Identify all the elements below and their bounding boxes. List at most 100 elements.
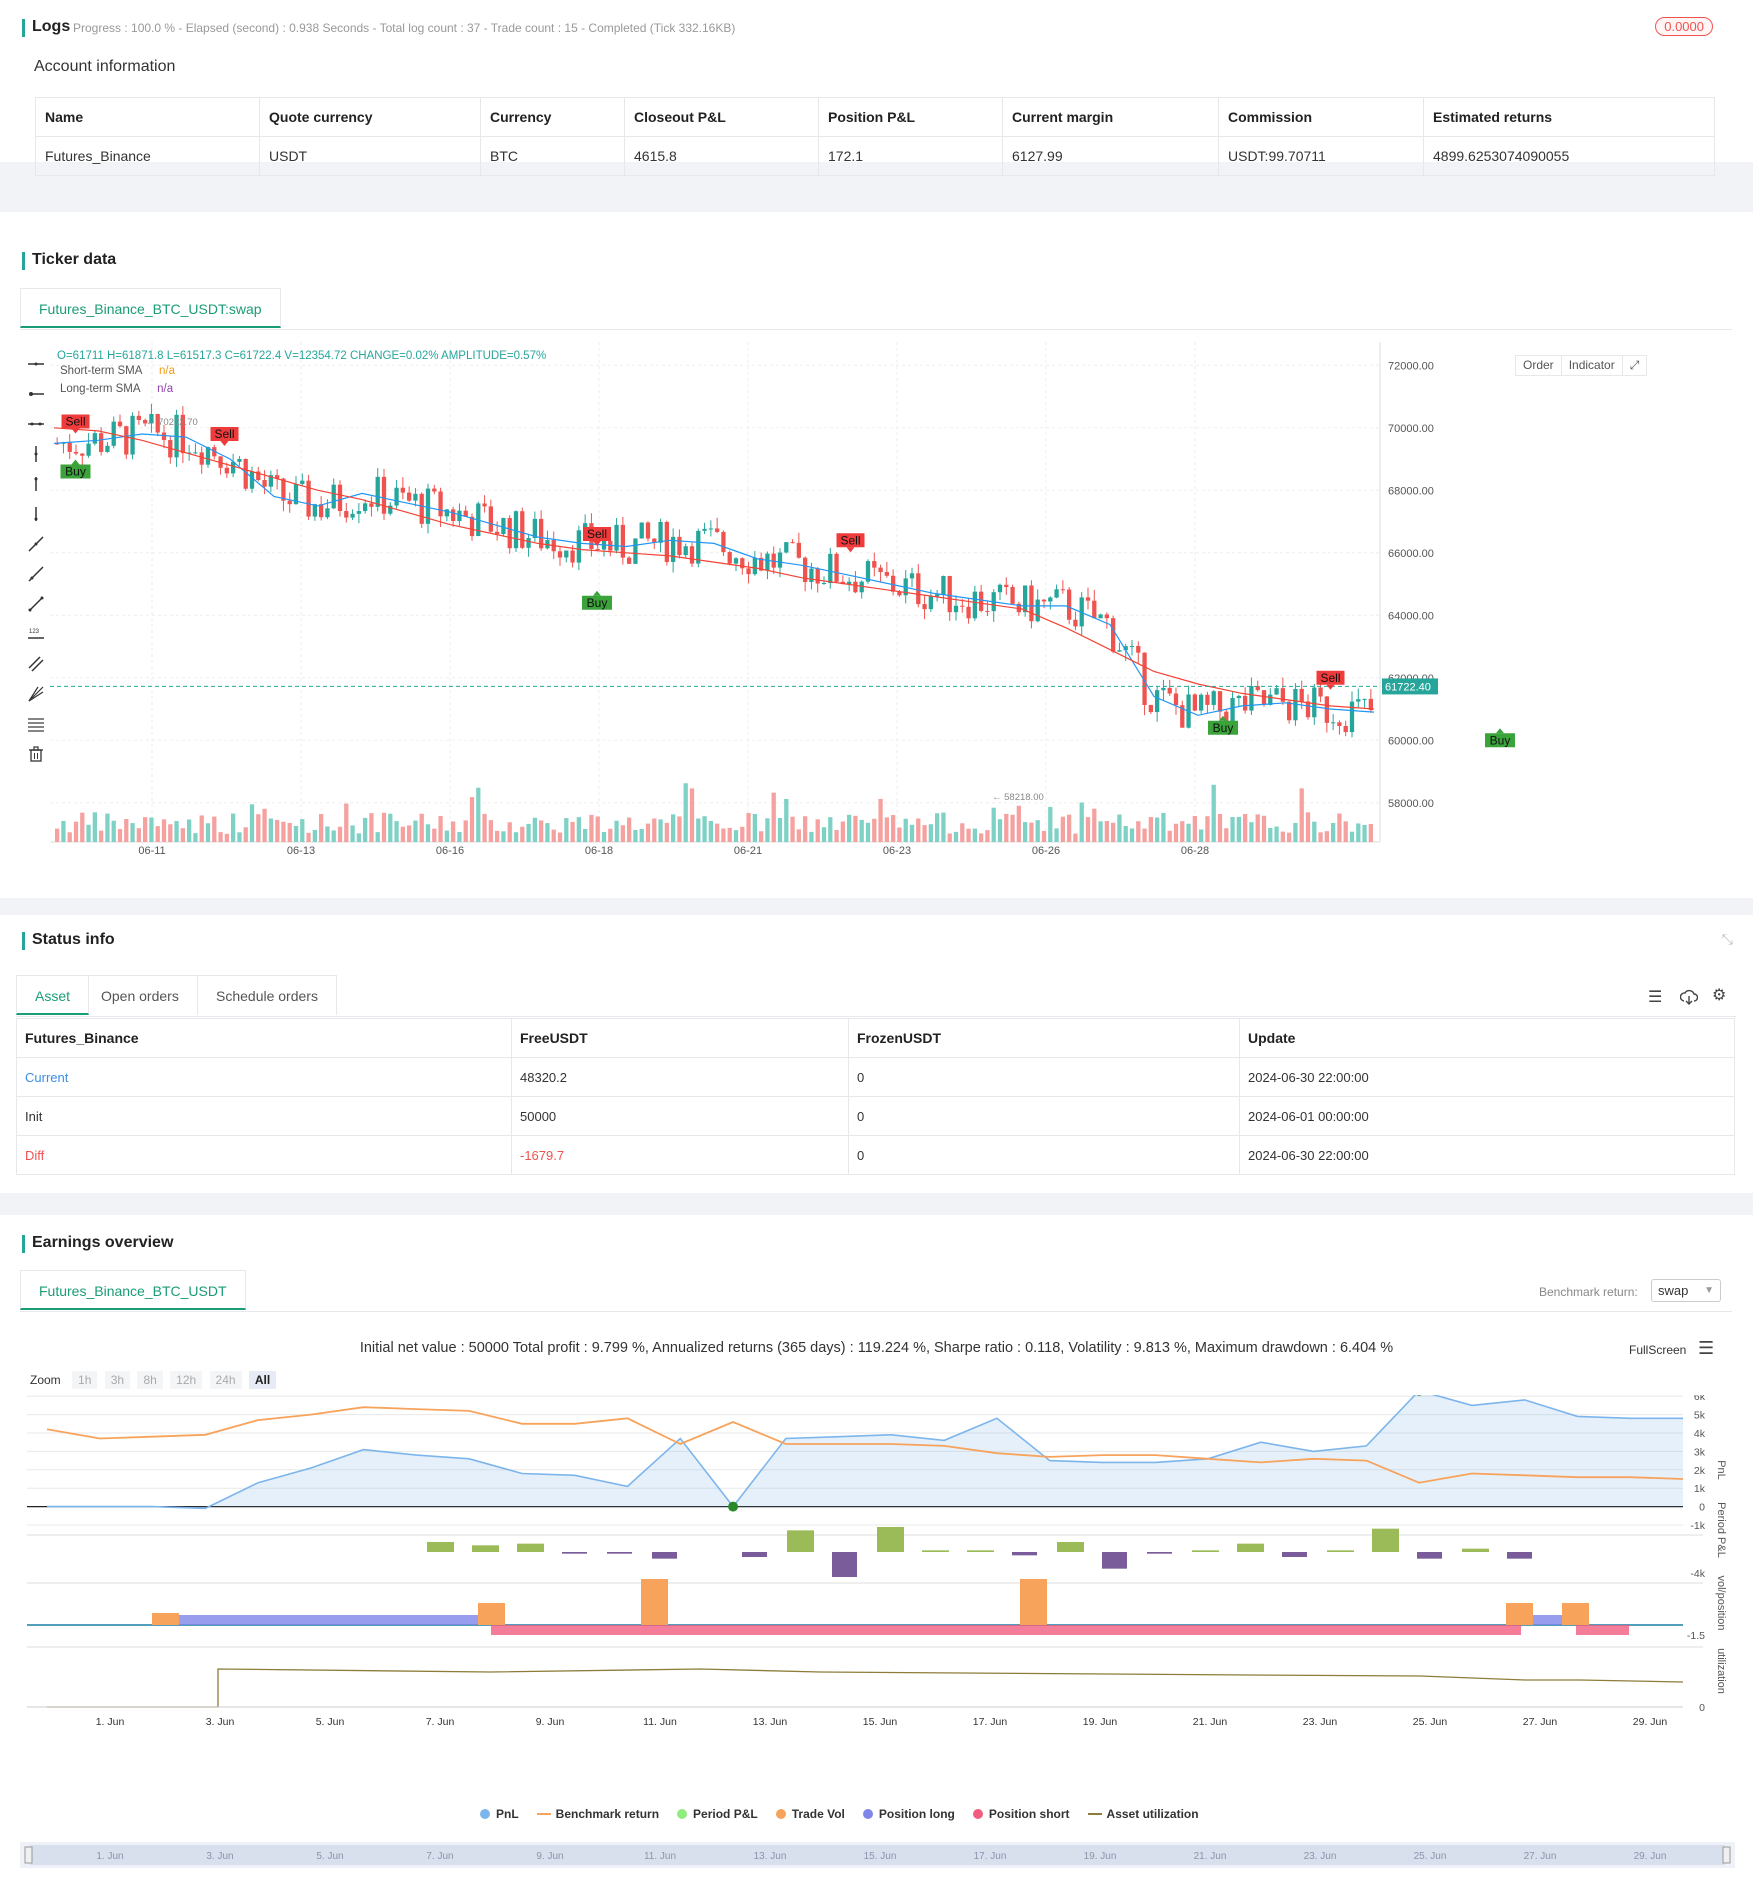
tab-asset[interactable]: Asset: [16, 975, 90, 1015]
volume-bar: [337, 826, 343, 842]
benchmark-select[interactable]: swap ▼: [1651, 1279, 1721, 1302]
expand-icon[interactable]: ⤢: [1629, 358, 1640, 372]
legend-asset-utilization[interactable]: Asset utilization: [1087, 1807, 1199, 1821]
y-tick-label: 60000.00: [1388, 735, 1434, 747]
volume-bar: [1142, 828, 1147, 842]
fullscreen-button[interactable]: FullScreen: [1629, 1343, 1687, 1357]
volume-bar: [601, 831, 607, 842]
candle: [149, 413, 154, 424]
legend-benchmark[interactable]: Benchmark return: [536, 1807, 659, 1821]
legend-position-short[interactable]: Position short: [972, 1807, 1070, 1821]
candle: [105, 445, 110, 452]
candle: [1004, 584, 1009, 588]
volume-bar: [583, 828, 588, 842]
trash-icon[interactable]: [28, 746, 44, 762]
volume-bar: [1111, 822, 1116, 842]
zoom-1h[interactable]: 1h: [72, 1371, 98, 1389]
candle: [872, 561, 877, 568]
volume-bar: [570, 821, 575, 842]
long-sma-legend: Long-term SMA n/a: [60, 383, 173, 395]
candle: [979, 591, 984, 611]
zoom-12h[interactable]: 12h: [170, 1371, 203, 1389]
volume-bar: [1324, 831, 1329, 842]
ohlc-readout: O=61711 H=61871.8 L=61517.3 C=61722.4 V=…: [57, 350, 547, 362]
period-pnl-bar: [922, 1550, 949, 1552]
menu-icon[interactable]: ☰: [1698, 1338, 1715, 1358]
volume-bar: [639, 829, 644, 842]
candle: [557, 551, 563, 558]
candle: [281, 478, 286, 501]
volume-bar: [715, 823, 720, 842]
volume-bar: [130, 823, 135, 842]
navigator-scrollbar[interactable]: 1. Jun 3. Jun 5. Jun 7. Jun 9. Jun 11. Jun 13.…: [20, 1842, 1735, 1868]
order-button[interactable]: Order: [1516, 356, 1562, 375]
settings-icon[interactable]: ⚙: [1712, 987, 1727, 1004]
price-label-icon[interactable]: 123: [28, 626, 44, 642]
sell-marker-label: Sell: [840, 533, 860, 547]
vertical-segment-icon[interactable]: [28, 476, 44, 492]
navigator-tick-label: 25. Jun: [1414, 1851, 1447, 1862]
vertical-line-icon[interactable]: [28, 446, 44, 462]
x-tick-label: 06-23: [883, 845, 911, 857]
y-tick-label: 6k: [1694, 1395, 1706, 1403]
logs-badge[interactable]: 0.0000: [1655, 17, 1713, 36]
trend-ray-icon[interactable]: [28, 566, 44, 582]
zoom-3h[interactable]: 3h: [104, 1371, 131, 1389]
zoom-all[interactable]: All: [248, 1371, 277, 1389]
volume-bar: [1117, 814, 1122, 842]
zoom-8h[interactable]: 8h: [137, 1371, 163, 1389]
extended-line-icon[interactable]: [28, 416, 44, 432]
volume-bar: [916, 818, 921, 842]
earnings-chart[interactable]: PnL Period P&L vol/position utilization 6k 5k…: [0, 1395, 1753, 1835]
candle: [520, 511, 525, 548]
volume-bar: [909, 824, 915, 842]
horizontal-ray-icon[interactable]: [28, 386, 44, 402]
legend-position-long[interactable]: Position long: [862, 1807, 955, 1821]
candle: [1280, 688, 1285, 702]
parallel-lines-icon[interactable]: [28, 656, 44, 672]
volume-bar: [312, 829, 317, 842]
tab-ticker-symbol[interactable]: Futures_Binance_BTC_USDT:swap: [20, 288, 281, 328]
candle: [1142, 652, 1147, 705]
period-pnl-bar: [877, 1527, 904, 1552]
candle: [928, 596, 933, 610]
indicator-button[interactable]: Indicator: [1562, 356, 1623, 375]
candle: [237, 459, 242, 462]
list-icon[interactable]: ☰: [1648, 989, 1663, 1006]
period-pnl-bar: [1462, 1548, 1489, 1552]
tab-open-orders[interactable]: Open orders: [83, 975, 198, 1015]
tab-earnings-symbol[interactable]: Futures_Binance_BTC_USDT: [20, 1270, 246, 1310]
buy-arrow: [1496, 728, 1504, 734]
vertical-ray-icon[interactable]: [28, 506, 44, 522]
period-pnl-legend-icon: [677, 1809, 688, 1819]
candle: [627, 557, 632, 564]
candle: [300, 480, 305, 485]
candlestick-chart[interactable]: 06-11 06-13 06-16 06-18 06-21 06-23 06-26 06-28…: [50, 342, 1740, 882]
x-tick-label: 21. Jun: [1193, 1716, 1228, 1728]
period-pnl-bar: [472, 1545, 499, 1552]
candle: [821, 583, 827, 585]
cell-position-pnl: 172.1: [818, 136, 1003, 176]
volume-bar: [469, 797, 475, 842]
volume-bar: [237, 832, 242, 842]
x-tick-label: 1. Jun: [96, 1716, 125, 1728]
legend-period-pnl[interactable]: Period P&L: [677, 1807, 758, 1821]
x-tick-label: 06-16: [436, 845, 464, 857]
fibonacci-retracement-icon[interactable]: [28, 716, 44, 732]
tab-schedule-orders[interactable]: Schedule orders: [198, 975, 337, 1015]
fibonacci-fan-icon[interactable]: [28, 686, 44, 702]
cloud-download-icon[interactable]: [1680, 989, 1698, 1005]
trend-line-icon[interactable]: [28, 536, 44, 552]
collapse-icon[interactable]: ⤡: [1721, 931, 1733, 947]
legend-trade-vol[interactable]: Trade Vol: [775, 1807, 845, 1821]
y-tick-label: -1k: [1690, 1520, 1705, 1532]
candle: [614, 524, 619, 551]
candle: [117, 421, 123, 427]
horizontal-line-icon[interactable]: [28, 356, 44, 372]
segment-icon[interactable]: [28, 596, 44, 612]
candle: [155, 413, 160, 433]
zoom-24h[interactable]: 24h: [209, 1371, 242, 1389]
volume-bar: [520, 826, 525, 842]
y-tick-label: -1.5: [1687, 1630, 1705, 1642]
legend-pnl[interactable]: PnL: [480, 1807, 519, 1821]
